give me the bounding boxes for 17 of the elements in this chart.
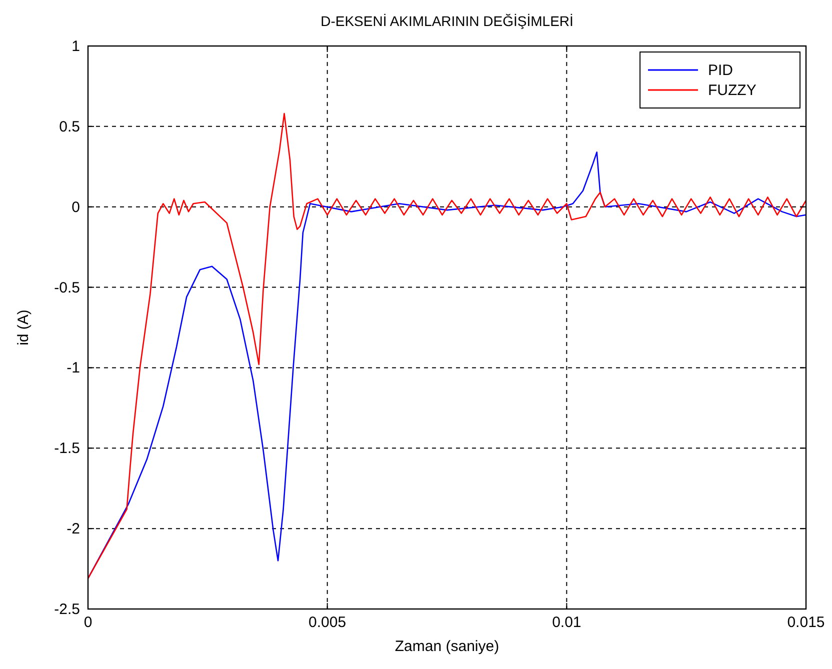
y-tick-label: -1.5 (54, 440, 80, 458)
y-tick-label: -0.5 (54, 279, 80, 296)
y-tick-label: -2 (66, 520, 80, 538)
legend-label: FUZZY (708, 82, 756, 99)
y-axis-title: id (A) (15, 310, 32, 346)
y-tick-label: -1 (66, 360, 80, 377)
x-tick-label: 0.005 (308, 614, 346, 631)
y-tick-label: 0.5 (59, 118, 80, 136)
x-tick-label: 0.01 (552, 614, 582, 631)
x-tick-label: 0 (84, 614, 92, 631)
x-axis-title: Zaman (saniye) (394, 638, 500, 655)
legend-label: PID (708, 62, 734, 79)
chart-title: D-EKSENİ AKIMLARININ DEĞİŞİMLERİ (320, 13, 574, 29)
y-tick-label: -2.5 (54, 601, 80, 618)
y-tick-label: 1 (72, 38, 80, 55)
x-tick-label: 0.015 (787, 614, 825, 631)
y-tick-label: 0 (72, 198, 80, 216)
